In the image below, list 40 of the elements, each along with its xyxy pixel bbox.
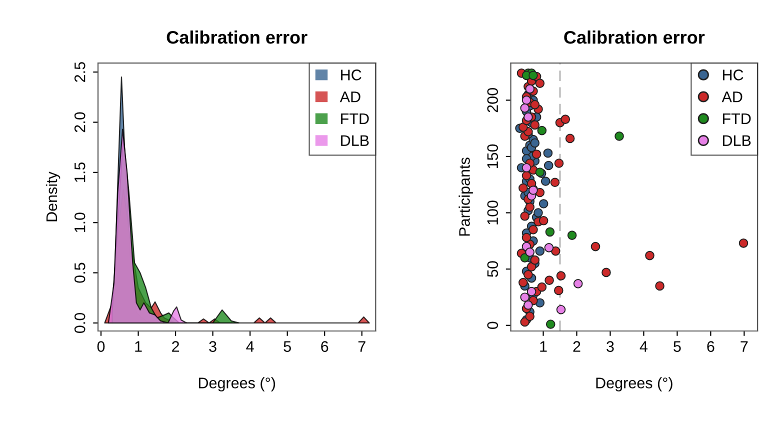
x-tick-label: 2 (172, 341, 180, 352)
x-tick-label: 5 (674, 341, 681, 352)
y-tick-label: 1.5 (74, 162, 86, 182)
x-tick-label: 5 (284, 341, 291, 352)
y-tick-label: 150 (487, 144, 498, 168)
chart-title: Calibration error (166, 30, 308, 44)
x-tick-label: 2 (573, 341, 580, 352)
x-axis-title: Degrees (°) (596, 377, 672, 392)
x-tick-label: 4 (246, 341, 254, 352)
x-tick-label: 1 (135, 341, 142, 352)
y-tick-label: 100 (487, 200, 498, 224)
x-tick-label: 0 (97, 341, 105, 352)
legend-label: DLB (341, 135, 369, 146)
x-tick-label: 7 (358, 341, 366, 352)
y-tick-label: 200 (487, 88, 498, 112)
x-tick-label: 6 (707, 341, 714, 352)
x-tick-label: 3 (606, 341, 614, 352)
legend-label: FTD (341, 113, 369, 124)
y-tick-label: 2.5 (74, 62, 86, 82)
legend-label: FTD (722, 113, 751, 124)
x-tick-label: 1 (540, 341, 547, 352)
y-axis-title: Participants (458, 158, 473, 236)
legend-label: HC (341, 70, 362, 80)
y-tick-label: 2.0 (74, 112, 86, 132)
x-tick-label: 6 (321, 341, 328, 352)
y-axis-title: Density (46, 172, 60, 222)
legend-label: AD (340, 92, 360, 102)
x-tick-label: 7 (740, 341, 748, 352)
x-axis-title: Degrees (°) (198, 377, 276, 392)
y-tick-label: 0.0 (74, 312, 86, 333)
y-tick-label: 1.0 (74, 212, 86, 232)
legend-label: AD (722, 92, 742, 102)
chart-title: Calibration error (564, 30, 705, 44)
y-tick-label: 50 (487, 261, 498, 277)
x-tick-label: 3 (209, 341, 216, 352)
legend-label: DLB (722, 135, 751, 146)
y-tick-label: 0.5 (74, 262, 86, 283)
legend-label: HC (722, 70, 744, 80)
x-tick-label: 4 (640, 341, 648, 352)
y-tick-label: 0 (487, 322, 498, 330)
